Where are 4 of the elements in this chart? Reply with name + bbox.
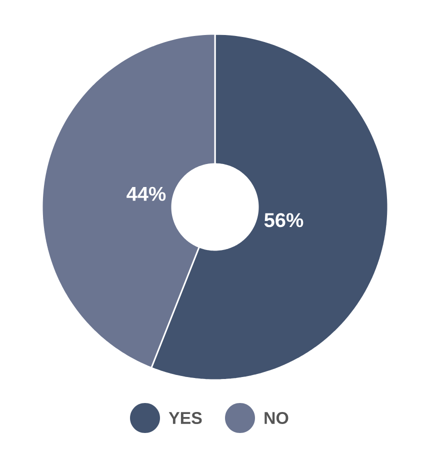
data-label: 44% xyxy=(126,186,166,201)
legend-label: YES xyxy=(168,412,202,424)
legend-label: NO xyxy=(264,412,288,424)
data-label: 56% xyxy=(264,213,304,228)
